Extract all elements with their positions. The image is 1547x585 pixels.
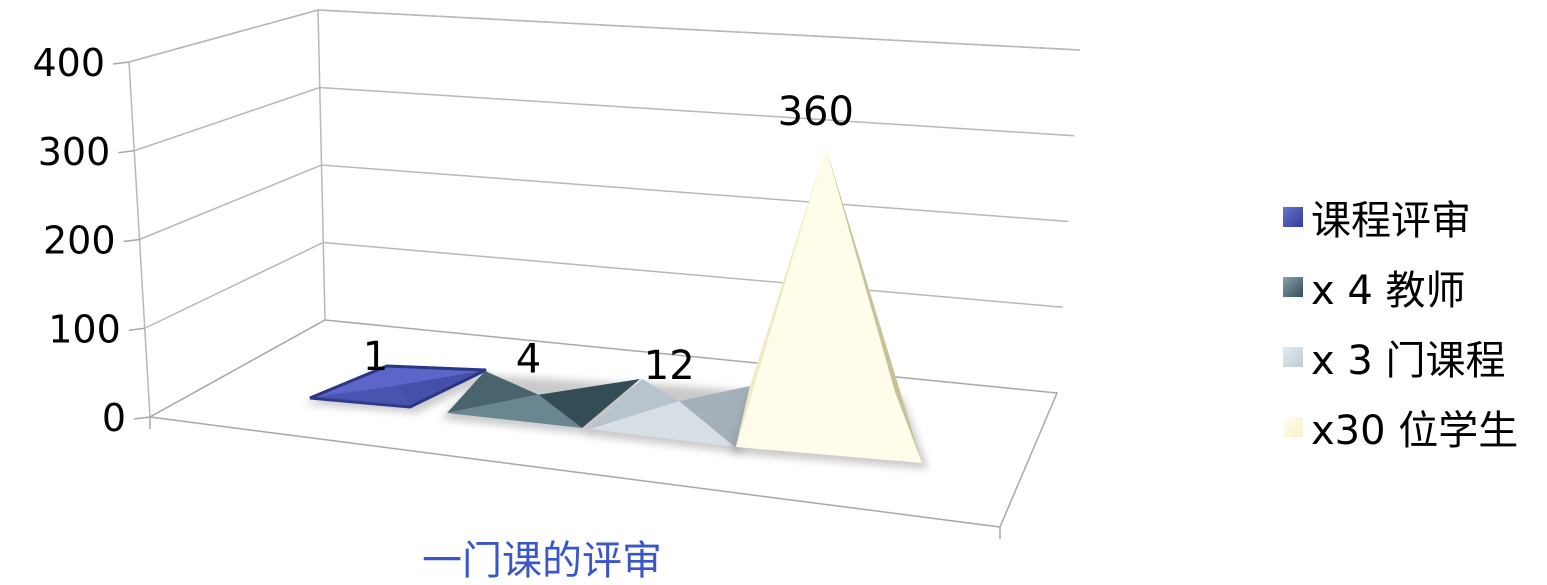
gridline (128, 9, 1081, 63)
pyramid-face-front (736, 147, 922, 464)
pyramid-face (310, 385, 410, 407)
legend-label: 课程评审 (1311, 198, 1471, 244)
gridline (134, 86, 1075, 152)
legend-item: x 3 门课程 (1283, 322, 1518, 392)
legend-item: x 4 教师 (1283, 252, 1518, 322)
pyramid-face-right (538, 379, 640, 428)
pyramid-face-right (679, 386, 750, 447)
pyramid-face-front (447, 394, 582, 428)
y-axis-tick (123, 238, 140, 243)
legend-swatch (1283, 207, 1303, 227)
pyramid-1 (304, 364, 494, 413)
pyramid-2 (441, 371, 648, 434)
data-label: 4 (516, 337, 541, 383)
legend-swatch (1283, 277, 1303, 297)
y-tick-label: 400 (32, 41, 105, 85)
data-label: 12 (644, 343, 695, 389)
y-axis-tick (128, 327, 145, 331)
pyramid-face-right (825, 147, 922, 464)
legend-label: x 3 门课程 (1311, 338, 1506, 384)
gridline (144, 241, 1063, 329)
pyramid-face-left (447, 371, 539, 413)
pyramid-3 (584, 379, 758, 453)
legend-item: x30 位学生 (1283, 392, 1518, 462)
y-axis-tick (112, 61, 130, 65)
legend-swatch (1283, 417, 1303, 437)
gridline (139, 164, 1069, 241)
pyramid-face (398, 370, 486, 407)
y-axis-tick (118, 150, 135, 154)
pyramid-face-front (590, 401, 735, 447)
y-tick-label: 0 (102, 396, 126, 440)
legend-swatch (1283, 347, 1303, 367)
pyramid-4 (730, 147, 928, 469)
legend: 课程评审 x 4 教师 x 3 门课程 x30 位学生 (1283, 182, 1518, 462)
data-label: 1 (363, 334, 388, 380)
legend-item: 课程评审 (1283, 182, 1518, 252)
x-category-label: 一门课的评审 (422, 538, 662, 584)
pyramid-face-left (590, 379, 680, 429)
y-axis-tick (133, 416, 151, 420)
legend-label: x 4 教师 (1311, 268, 1466, 314)
y-tick-label: 200 (43, 219, 116, 263)
legend-label: x30 位学生 (1311, 408, 1519, 454)
data-label: 360 (778, 89, 854, 135)
y-tick-label: 100 (48, 307, 121, 351)
y-tick-label: 300 (38, 130, 111, 174)
